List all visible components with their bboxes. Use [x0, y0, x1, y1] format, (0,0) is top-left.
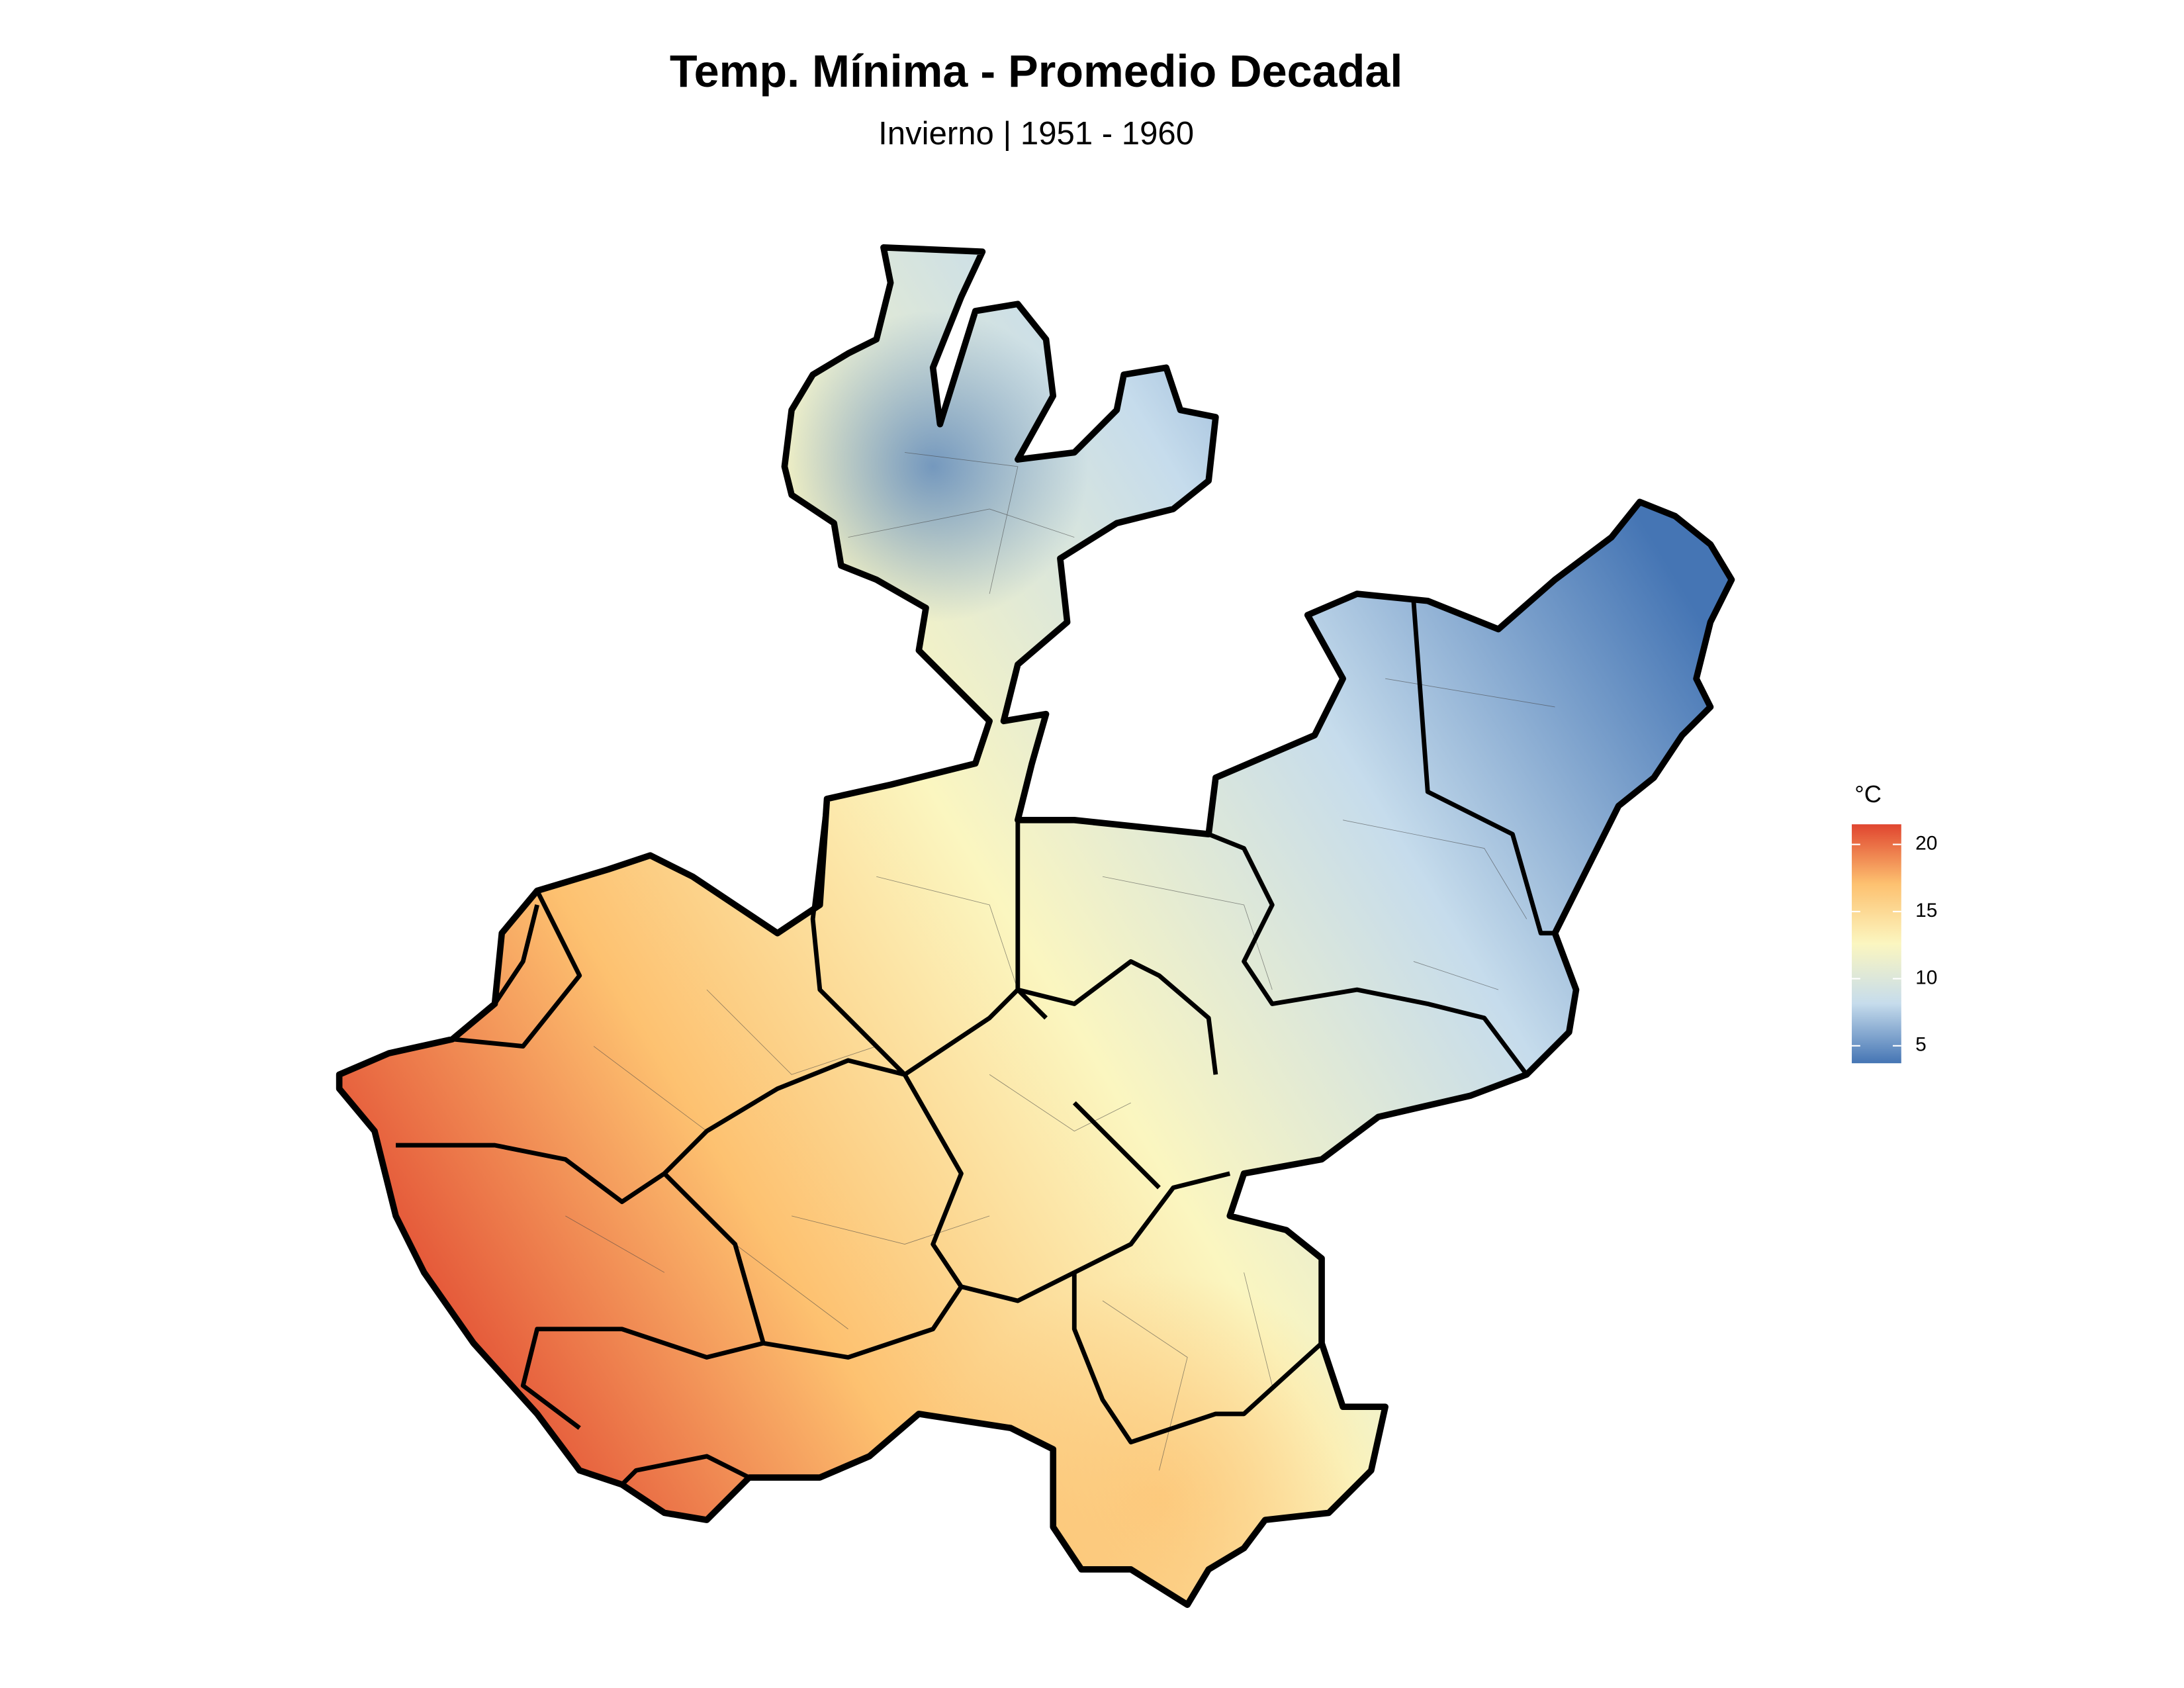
color-bar — [1852, 824, 1901, 1064]
map-title: Temp. Mínima - Promedio Decadal — [670, 46, 1402, 97]
legend: °C 5 10 15 20 — [1852, 780, 1937, 1064]
legend-tick-label: 20 — [1915, 833, 1937, 855]
legend-tick-label: 10 — [1915, 966, 1937, 988]
map-layer: Temp. Mínima - Promedio Decadal Invierno… — [283, 46, 1937, 1626]
municipal-lines — [565, 452, 1555, 1471]
region-borders — [396, 600, 1555, 1487]
legend-tick-label: 15 — [1915, 900, 1937, 921]
legend-title: °C — [1854, 780, 1882, 808]
map-subtitle: Invierno | 1951 - 1960 — [878, 116, 1194, 152]
legend-tick-label: 5 — [1915, 1034, 1927, 1056]
